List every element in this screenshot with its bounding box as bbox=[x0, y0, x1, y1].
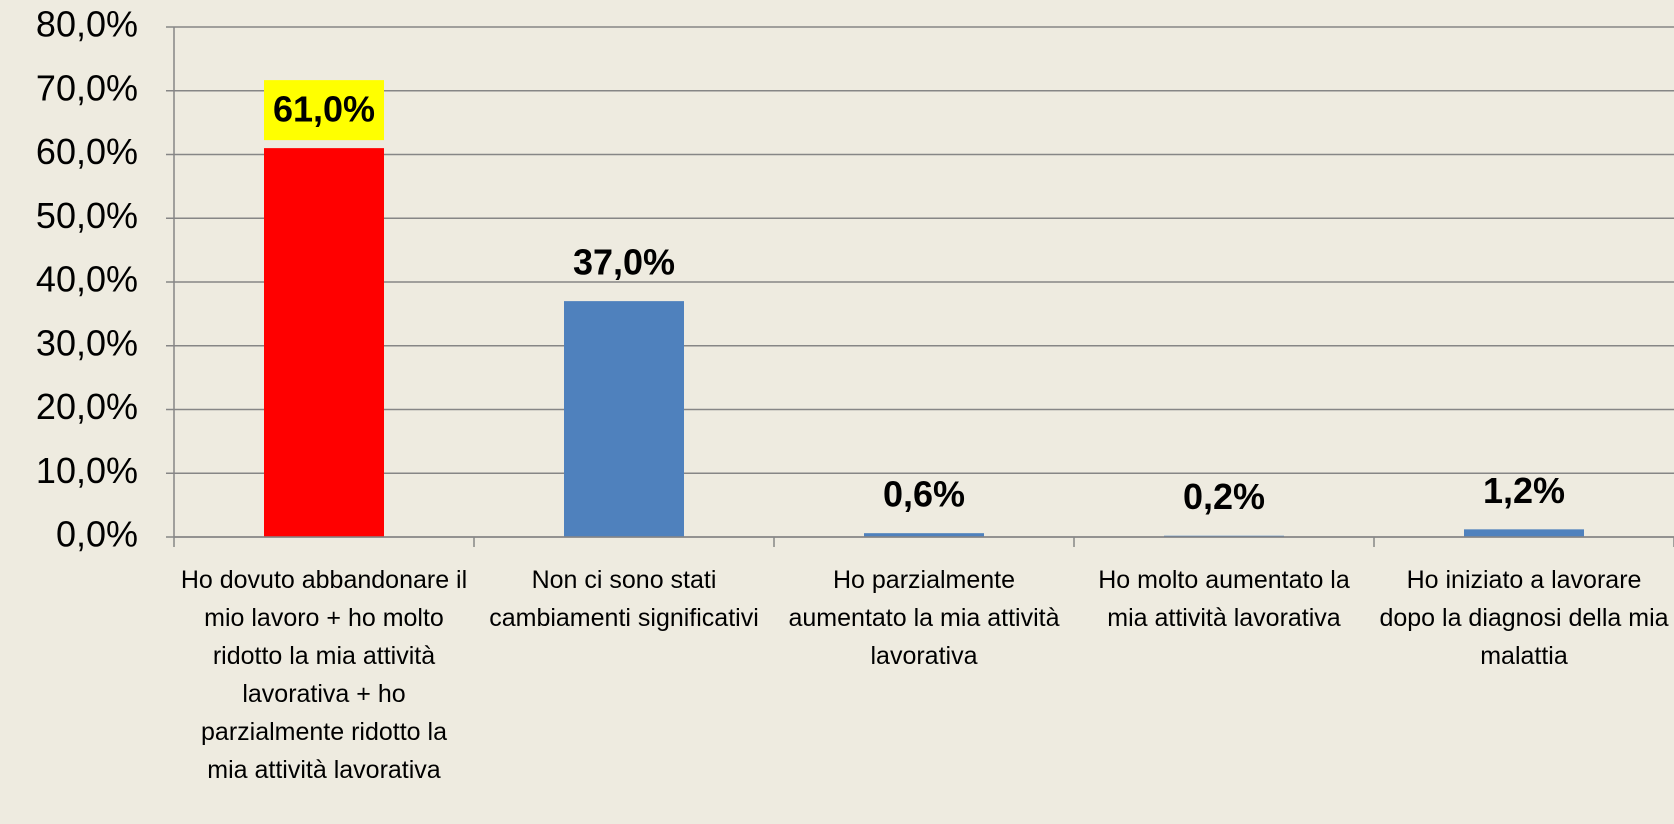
x-tick-label: Ho molto aumentato la mia attività lavor… bbox=[1098, 566, 1350, 632]
y-tick-label: 60,0% bbox=[36, 131, 138, 172]
y-tick-label: 70,0% bbox=[36, 67, 138, 108]
data-label: 0,2% bbox=[1183, 476, 1265, 517]
y-tick-label: 50,0% bbox=[36, 195, 138, 236]
data-label: 1,2% bbox=[1483, 470, 1565, 511]
label-highlight bbox=[264, 80, 384, 141]
x-tick-label: Non ci sono stati cambiamenti significat… bbox=[489, 566, 759, 632]
y-tick-label: 40,0% bbox=[36, 259, 138, 300]
bar bbox=[564, 301, 684, 537]
data-label: 61,0% bbox=[273, 89, 375, 130]
y-tick-label: 80,0% bbox=[36, 4, 138, 45]
x-tick-label: Ho dovuto abbandonare il mio lavoro + ho… bbox=[180, 566, 468, 784]
bar bbox=[864, 533, 984, 537]
y-tick-label: 20,0% bbox=[36, 386, 138, 427]
x-tick-label: Ho parzialmente aumentato la mia attivit… bbox=[788, 566, 1060, 670]
data-label: 0,6% bbox=[883, 474, 965, 515]
bar bbox=[1464, 529, 1584, 537]
x-tick-label: Ho iniziato a lavorare dopo la diagnosi … bbox=[1379, 566, 1669, 670]
y-tick-label: 0,0% bbox=[56, 514, 138, 555]
bar bbox=[264, 148, 384, 537]
data-label: 37,0% bbox=[573, 242, 675, 283]
y-tick-label: 30,0% bbox=[36, 322, 138, 363]
y-tick-label: 10,0% bbox=[36, 450, 138, 491]
